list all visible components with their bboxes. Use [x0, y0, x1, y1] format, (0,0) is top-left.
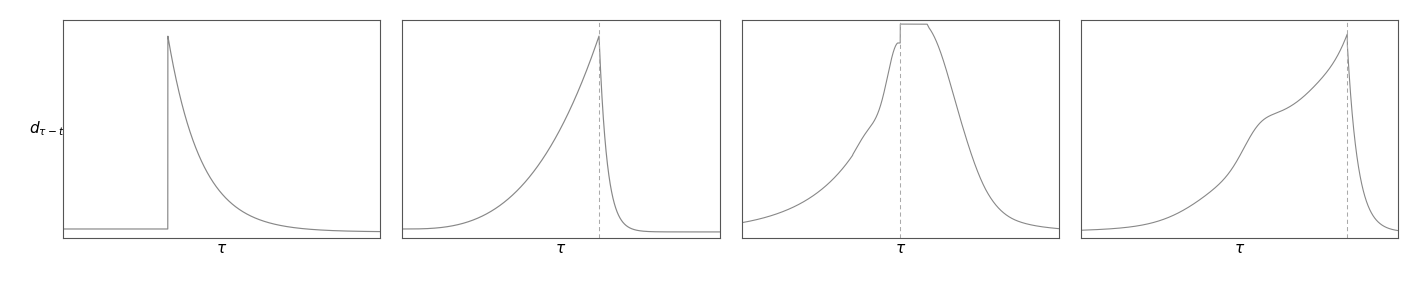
X-axis label: $\tau$: $\tau$	[1234, 241, 1245, 255]
X-axis label: $\tau$: $\tau$	[895, 241, 906, 255]
X-axis label: $\tau$: $\tau$	[216, 241, 228, 255]
X-axis label: $\tau$: $\tau$	[555, 241, 566, 255]
Y-axis label: $d_{\tau-t}$: $d_{\tau-t}$	[28, 120, 65, 138]
